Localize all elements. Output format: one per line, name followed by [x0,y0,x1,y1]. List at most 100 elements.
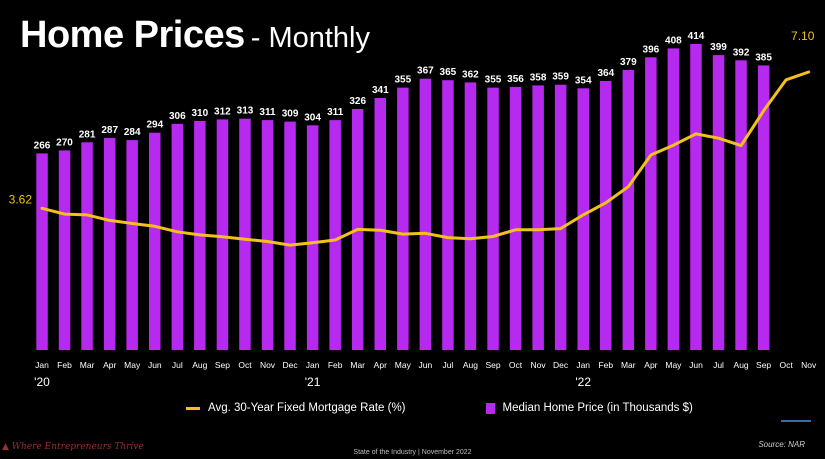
x-tick-label: Mar [350,360,365,370]
bar-value-label: 355 [485,75,502,86]
x-tick-label: Sep [215,360,230,370]
bar-value-label: 356 [507,74,524,85]
bar-value-label: 365 [440,67,457,78]
corner-logo-icon [781,420,811,436]
bar-value-label: 306 [169,111,186,122]
bar-home-price [58,150,71,350]
x-tick-label: Apr [374,360,387,370]
x-tick-label: Mar [80,360,95,370]
bar-home-price [126,140,138,350]
x-tick-label: May [665,360,682,370]
bar-value-label: 311 [327,107,344,118]
x-year-label: '21 [305,375,321,389]
x-tick-label: Jul [442,360,453,370]
line-mortgage-rate [40,70,811,247]
bar-value-label: 294 [146,120,163,131]
bar-home-price [442,80,454,350]
x-tick-label: Jun [148,360,162,370]
legend-item-home-price: Median Home Price (in Thousands $) [485,402,693,414]
x-tick-label: Apr [103,360,116,370]
x-tick-label: Oct [238,360,252,370]
x-tick-label: Jan [35,360,49,370]
x-tick-label: Aug [463,360,478,370]
bar-home-price [36,153,48,350]
bar-home-price [600,81,612,350]
chart-title-main: Home Prices [20,14,245,56]
x-tick-label: Oct [509,360,523,370]
bar-home-price [329,120,341,350]
line-point-label: 7.10 [791,29,815,43]
bar-home-price [397,87,409,350]
bar-value-label: 304 [304,112,321,123]
x-tick-label: Aug [734,360,749,370]
bar-value-label: 414 [688,31,705,42]
x-tick-label: Jan [576,360,590,370]
x-tick-label: Feb [57,360,72,370]
x-tick-label: Jul [713,360,724,370]
bar-value-label: 287 [101,125,118,136]
bar-value-label: 408 [665,35,682,46]
bar-value-label: 362 [462,69,479,80]
chart-title-sub: - Monthly [250,22,370,54]
bar-home-price [554,84,567,350]
bar-value-label: 355 [394,75,411,86]
bar-value-label: 311 [259,107,276,118]
bar-home-price [712,55,725,350]
x-tick-label: Nov [531,360,547,370]
footer-text: State of the Industry | November 2022 [353,449,472,456]
bar-value-label: 310 [191,108,208,119]
x-tick-label: Dec [283,360,299,370]
bar-value-label: 309 [282,109,299,120]
x-tick-label: Jun [689,360,703,370]
bar-home-price [735,60,747,351]
bar-value-label: 385 [755,52,772,63]
bar-home-price [103,137,116,350]
x-tick-label: Sep [485,360,500,370]
x-tick-label: Feb [328,360,343,370]
bar-value-label: 313 [237,106,254,117]
bar-home-price [374,98,386,350]
x-tick-label: Apr [644,360,657,370]
bar-home-price [690,44,702,350]
legend-bar-swatch [485,402,495,414]
bar-value-label: 379 [620,57,637,68]
bar-home-price [81,142,93,350]
x-tick-label: Mar [621,360,636,370]
bar-value-label: 396 [643,44,660,55]
bar-value-label: 367 [417,66,434,77]
brand-logo-text: Where Entrepreneurs Thrive [11,442,144,452]
line-point-label: 3.62 [9,192,33,206]
bar-home-price [577,88,589,351]
bar-value-label: 284 [124,127,141,138]
bar-home-price [757,65,770,351]
chart-title: Home Prices - Monthly [20,14,370,57]
bar-value-label: 392 [733,47,750,58]
bar-value-label: 359 [552,72,569,83]
bar-value-label: 364 [597,68,614,79]
bar-value-label: 354 [575,75,592,86]
bar-home-price [667,48,680,351]
bar-home-price [622,69,635,351]
legend-line-label: Avg. 30-Year Fixed Mortgage Rate (%) [208,402,406,414]
x-year-label: '22 [575,375,591,389]
x-tick-label: Jul [172,360,183,370]
bar-home-price [419,78,432,350]
x-tick-label: Jan [306,360,320,370]
x-tick-label: Dec [553,360,569,370]
bar-value-label: 270 [56,137,73,148]
bar-home-price [532,85,544,351]
bar-value-label: 358 [530,72,547,83]
brand-logo: ▲ Where Entrepreneurs Thrive [2,442,144,452]
bar-home-price [464,82,477,351]
x-year-label: '20 [34,375,50,389]
legend-item-mortgage-rate: Avg. 30-Year Fixed Mortgage Rate (%) [186,402,406,414]
x-tick-label: Feb [598,360,613,370]
x-tick-label: Nov [801,360,817,370]
source-note: Source: NAR [758,440,805,449]
bar-home-price [239,118,251,350]
bar-home-price [149,132,161,350]
bar-home-price [171,123,184,350]
bar-home-price [487,87,499,350]
bar-home-price [645,57,657,351]
bar-value-label: 281 [79,129,96,140]
